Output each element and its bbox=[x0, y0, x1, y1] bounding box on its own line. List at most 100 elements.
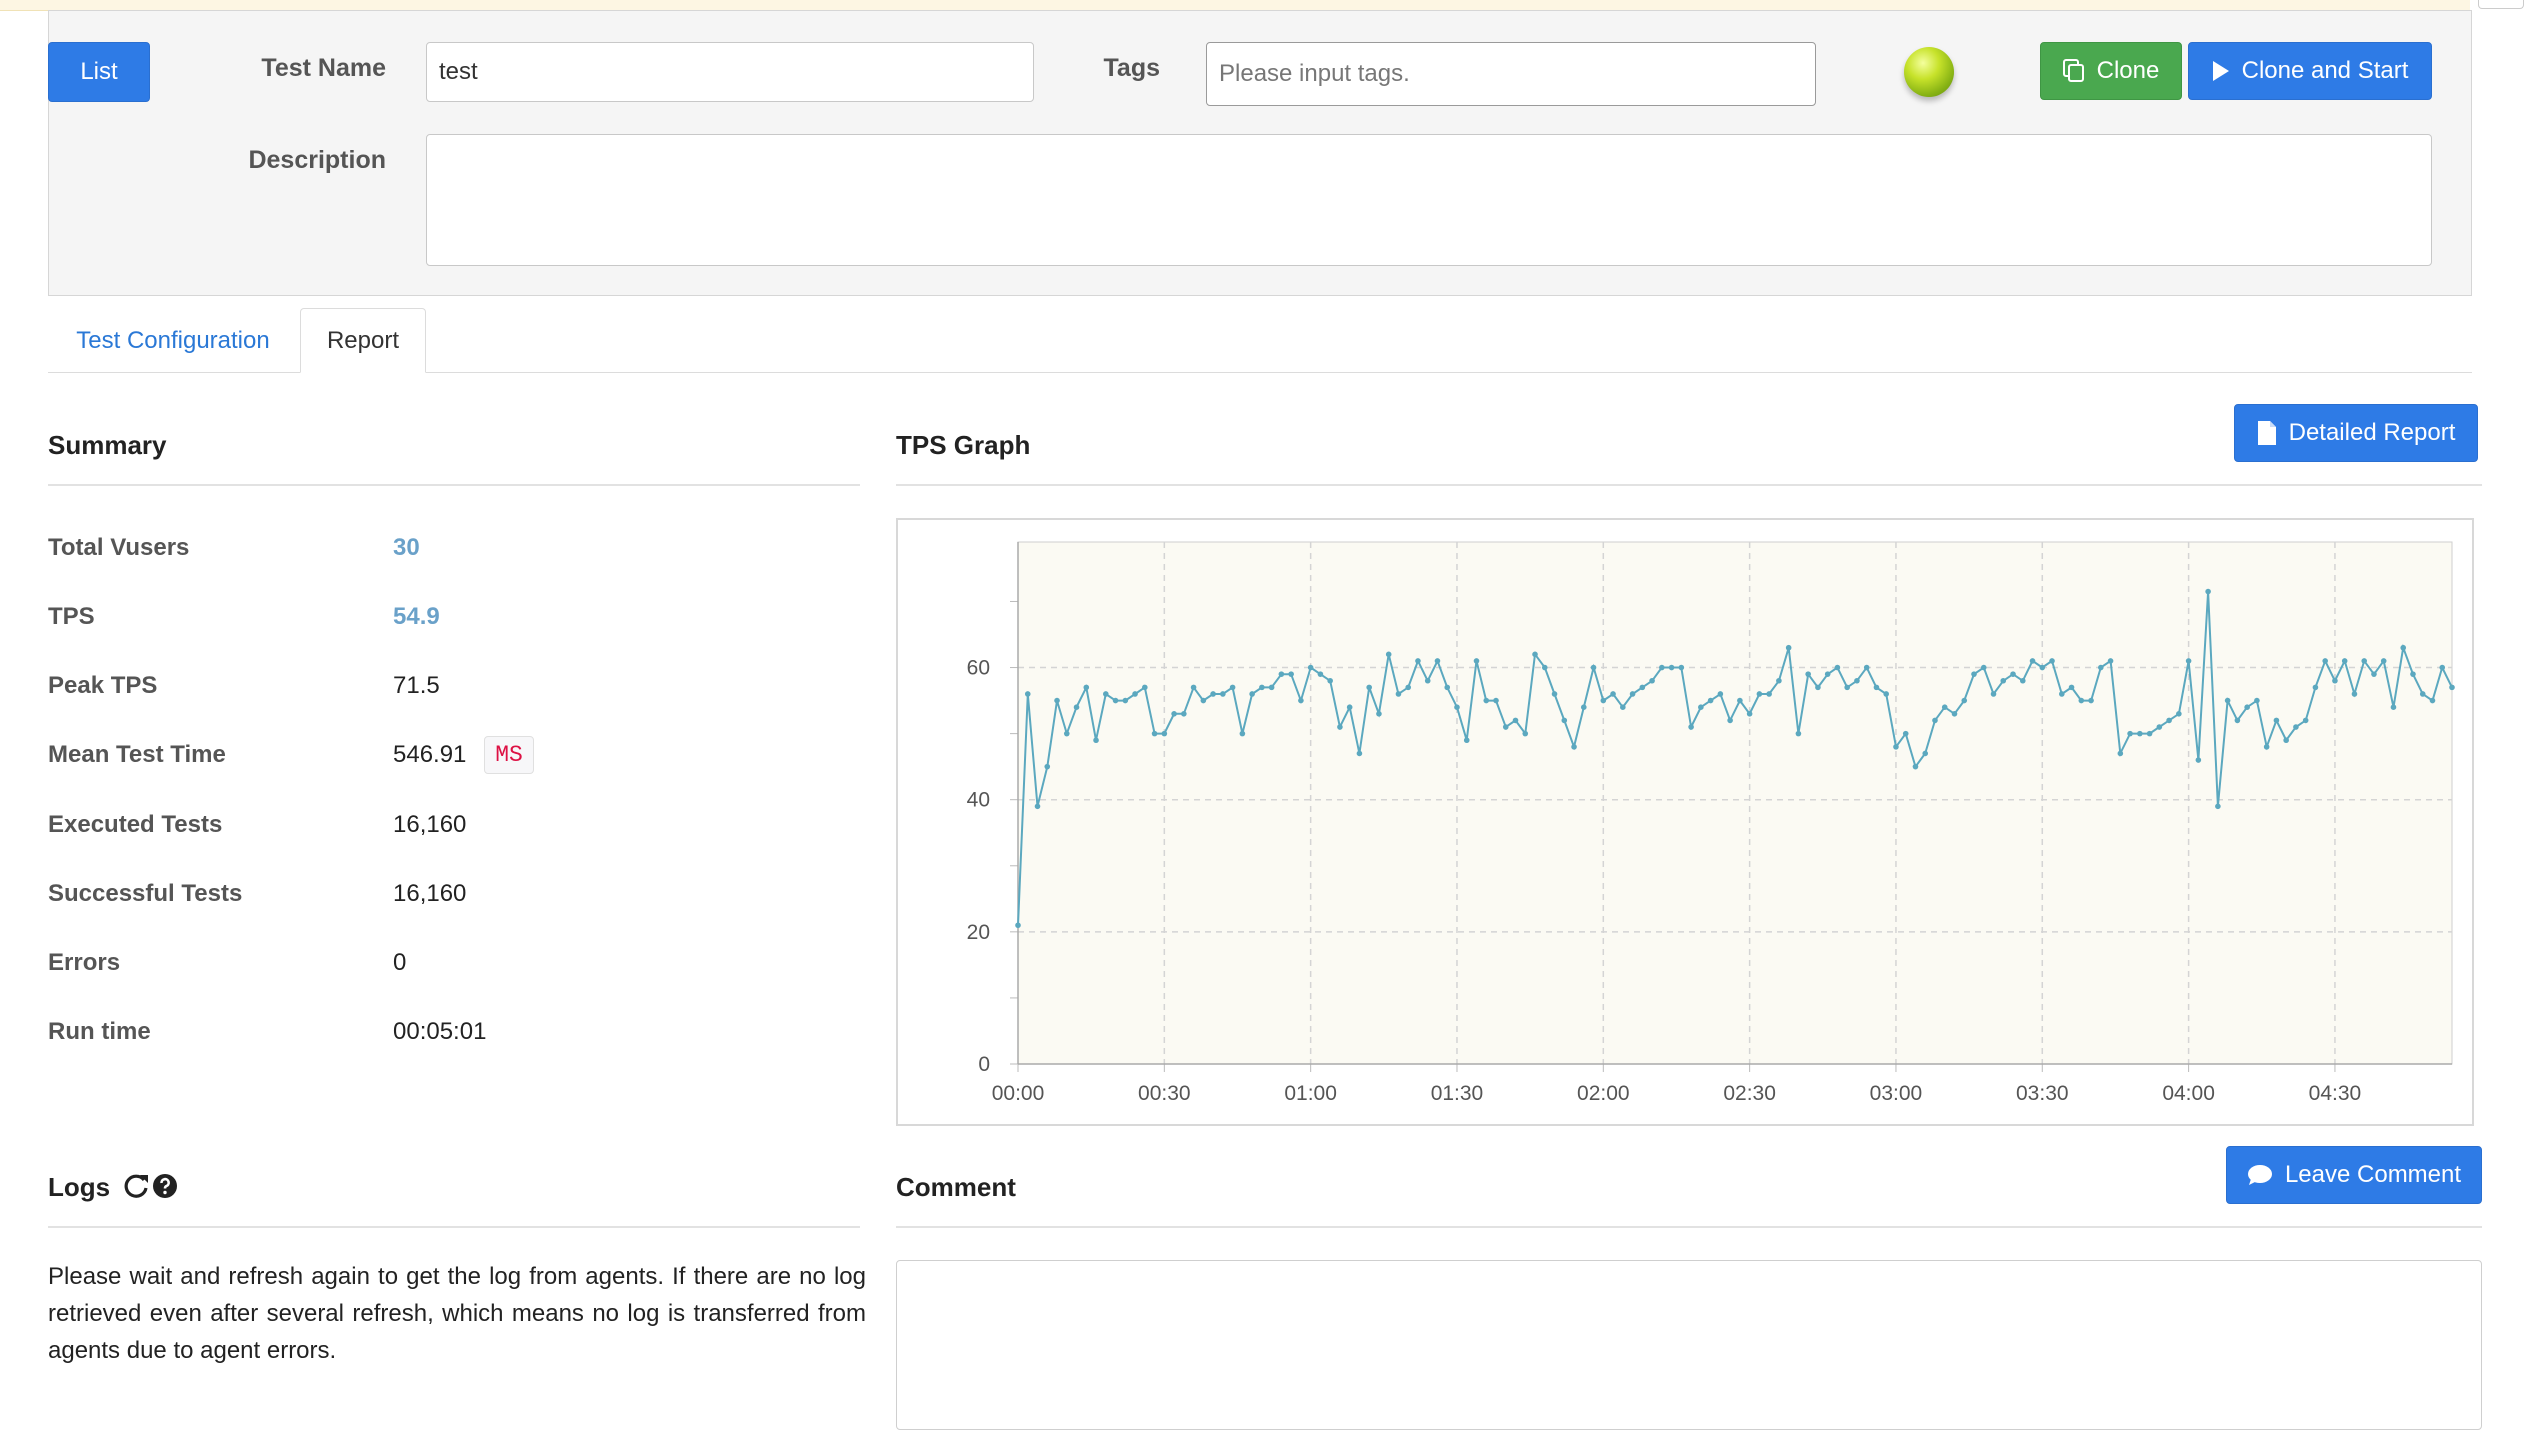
leave-comment-label: Leave Comment bbox=[2284, 1161, 2462, 1188]
tps-label: TPS bbox=[48, 603, 95, 630]
total-vusers-value: 30 bbox=[393, 534, 420, 561]
tps-data-point bbox=[1268, 684, 1275, 691]
tps-data-point bbox=[2380, 658, 2387, 664]
summary-title: Summary bbox=[48, 430, 167, 460]
tps-data-point bbox=[1424, 677, 1431, 684]
clone-button[interactable]: Clone bbox=[2040, 42, 2182, 100]
tps-data-point bbox=[1561, 717, 1568, 724]
plot-area bbox=[1017, 541, 2453, 1065]
tps-data-point bbox=[1902, 730, 1909, 737]
tps-data-point bbox=[1073, 704, 1080, 710]
executed-tests-label: Executed Tests bbox=[48, 811, 223, 838]
tps-data-point bbox=[1210, 691, 1216, 697]
tps-data-point bbox=[1980, 664, 1987, 671]
x-tick-label: 02:30 bbox=[1723, 1082, 1776, 1105]
tps-data-point bbox=[1298, 697, 1304, 704]
tps-data-point bbox=[1639, 684, 1646, 691]
tps-data-point bbox=[2419, 691, 2426, 697]
clone-and-start-button[interactable]: Clone and Start bbox=[2188, 42, 2432, 100]
tps-data-point bbox=[2039, 664, 2046, 671]
tps-data-point bbox=[1785, 644, 1792, 651]
tps-data-point bbox=[1541, 664, 1548, 671]
tps-data-point bbox=[1668, 664, 1675, 671]
tps-data-point bbox=[1951, 710, 1958, 717]
tps-data-point bbox=[1454, 704, 1460, 710]
copy-icon bbox=[2062, 59, 2084, 82]
tps-data-point bbox=[2137, 730, 2143, 737]
test-name-label: Test Name bbox=[261, 54, 386, 82]
tps-data-point bbox=[2293, 724, 2299, 730]
tps-data-point bbox=[2010, 671, 2016, 677]
tps-data-point bbox=[1922, 750, 1929, 757]
refresh-icon[interactable] bbox=[122, 1172, 150, 1200]
tags-input[interactable]: Please input tags. bbox=[1206, 42, 1816, 106]
tps-data-point bbox=[1629, 691, 1636, 697]
test-status-indicator bbox=[1904, 47, 1954, 97]
comment-textarea[interactable] bbox=[896, 1260, 2482, 1430]
tps-data-point bbox=[2341, 658, 2348, 664]
tps-data-point bbox=[1551, 691, 1558, 697]
tps-data-point bbox=[1132, 691, 1138, 697]
tps-value: 54.9 bbox=[393, 603, 440, 630]
tab-report[interactable]: Report bbox=[300, 308, 426, 373]
tps-data-point bbox=[1854, 677, 1860, 684]
tps-data-point bbox=[2185, 658, 2192, 664]
tps-data-point bbox=[1181, 710, 1187, 717]
run-time-label: Run time bbox=[48, 1018, 151, 1045]
x-tick-label: 01:30 bbox=[1431, 1082, 1484, 1105]
mean-test-time-label: Mean Test Time bbox=[48, 741, 226, 768]
test-name-input[interactable]: test bbox=[426, 42, 1034, 102]
tps-data-point bbox=[1678, 664, 1685, 671]
tps-data-point bbox=[1824, 671, 1831, 677]
tps-data-point bbox=[2166, 717, 2172, 724]
detailed-report-button[interactable]: Detailed Report bbox=[2234, 404, 2478, 462]
tps-data-point bbox=[1610, 691, 1616, 697]
tps-data-point bbox=[1034, 803, 1041, 810]
tps-data-point bbox=[1200, 697, 1207, 704]
tags-label: Tags bbox=[1103, 54, 1161, 82]
successful-tests-label: Successful Tests bbox=[48, 880, 243, 907]
tps-series-line bbox=[1017, 591, 2453, 926]
tps-data-point bbox=[2215, 803, 2221, 810]
tps-data-point bbox=[1463, 737, 1470, 744]
x-tick-label: 04:00 bbox=[2162, 1082, 2215, 1105]
tps-data-point bbox=[2410, 671, 2416, 677]
corner-toggle[interactable] bbox=[2478, 0, 2524, 9]
x-tick-label: 04:30 bbox=[2309, 1082, 2362, 1105]
tps-data-point bbox=[2390, 704, 2397, 710]
tab-test-configuration-label: Test Configuration bbox=[76, 326, 270, 354]
x-tick-label: 03:30 bbox=[2016, 1082, 2069, 1105]
detailed-report-label: Detailed Report bbox=[2288, 419, 2456, 446]
test-name-value: test bbox=[439, 58, 478, 85]
tps-data-point bbox=[1063, 730, 1070, 737]
description-label: Description bbox=[248, 146, 386, 174]
tps-data-point bbox=[2205, 588, 2211, 595]
description-textarea[interactable] bbox=[426, 134, 2432, 266]
question-circle-icon[interactable] bbox=[152, 1173, 178, 1199]
tps-data-point bbox=[2312, 684, 2319, 691]
tps-data-point bbox=[1259, 684, 1265, 691]
tps-data-point bbox=[1912, 763, 1919, 770]
tps-data-point bbox=[1834, 664, 1841, 671]
successful-tests-value: 16,160 bbox=[393, 880, 467, 907]
tps-data-point bbox=[1698, 704, 1704, 710]
tps-data-point bbox=[2049, 658, 2055, 664]
tps-data-point bbox=[1493, 697, 1499, 704]
tps-data-point bbox=[1151, 730, 1158, 737]
tps-data-point bbox=[2068, 684, 2075, 691]
tps-data-point bbox=[1727, 717, 1733, 724]
tps-data-point bbox=[1278, 671, 1285, 677]
tps-data-point bbox=[2302, 717, 2309, 724]
tps-data-point bbox=[1746, 710, 1753, 717]
tab-test-configuration[interactable]: Test Configuration bbox=[48, 308, 298, 373]
tps-data-point bbox=[2332, 677, 2338, 684]
tps-data-point bbox=[2019, 677, 2026, 684]
list-button[interactable]: List bbox=[48, 42, 150, 102]
leave-comment-button[interactable]: Leave Comment bbox=[2226, 1146, 2482, 1204]
comment-divider bbox=[896, 1226, 2482, 1228]
tps-data-point bbox=[1229, 684, 1236, 691]
tps-data-point bbox=[1815, 684, 1821, 691]
tps-data-point bbox=[1171, 710, 1177, 717]
tps-data-point bbox=[1444, 684, 1451, 691]
x-tick-label: 01:00 bbox=[1284, 1082, 1337, 1105]
